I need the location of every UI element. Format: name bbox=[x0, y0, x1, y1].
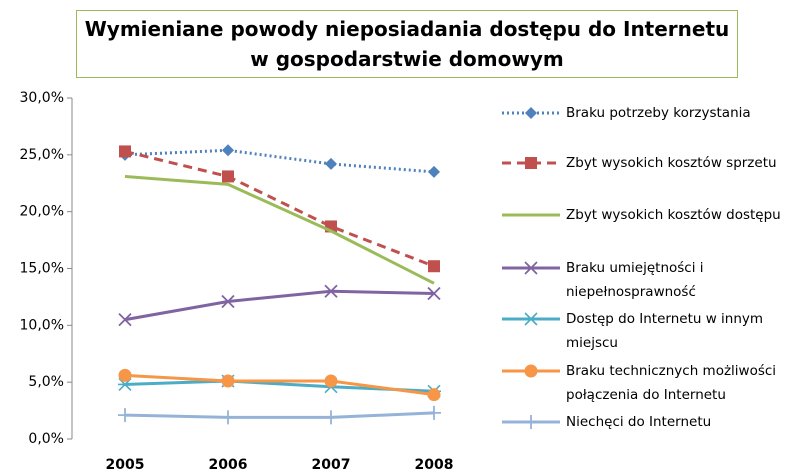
marker bbox=[427, 388, 441, 402]
marker bbox=[118, 368, 132, 382]
marker bbox=[222, 144, 234, 157]
legend-label: Braku umiejętności i niepełnosprawność bbox=[566, 260, 704, 300]
marker bbox=[221, 410, 235, 425]
y-tick-label: 10,0% bbox=[20, 317, 64, 333]
marker bbox=[221, 374, 235, 388]
series-line bbox=[124, 148, 435, 174]
chart-title: Wymieniane powody nieposiadania dostępu … bbox=[76, 10, 738, 78]
x-tick-label: 2007 bbox=[312, 457, 351, 473]
y-tick-label: 5,0% bbox=[28, 374, 64, 390]
legend-marker bbox=[524, 415, 538, 429]
legend-label: Zbyt wysokich kosztów dostępu bbox=[566, 207, 781, 223]
legend-marker bbox=[524, 261, 538, 275]
x-tick-label: 2008 bbox=[415, 457, 454, 473]
legend-label: Niechęci do Internetu bbox=[566, 414, 712, 430]
y-tick-label: 30,0% bbox=[20, 90, 64, 106]
marker bbox=[118, 313, 132, 327]
y-tick-label: 20,0% bbox=[20, 204, 64, 220]
marker bbox=[428, 165, 440, 178]
marker bbox=[324, 410, 338, 425]
series-line bbox=[124, 411, 435, 419]
marker bbox=[427, 286, 441, 301]
marker bbox=[118, 408, 132, 423]
series-line bbox=[124, 174, 435, 285]
marker bbox=[324, 284, 338, 298]
y-tick-label: 25,0% bbox=[20, 147, 64, 163]
y-tick-label: 0,0% bbox=[28, 431, 64, 447]
legend-label: Zbyt wysokich kosztów sprzetu bbox=[566, 155, 777, 171]
marker bbox=[427, 405, 441, 420]
legend-label: Braku technicznych możliwości połączenia… bbox=[566, 363, 777, 403]
series-line bbox=[124, 289, 435, 322]
legend-marker bbox=[525, 107, 537, 119]
marker bbox=[325, 157, 337, 170]
marker bbox=[221, 294, 235, 309]
legend-marker bbox=[525, 157, 537, 169]
y-tick-label: 15,0% bbox=[20, 261, 64, 277]
x-tick-label: 2005 bbox=[106, 457, 145, 473]
legend-marker bbox=[524, 312, 538, 326]
marker bbox=[324, 374, 338, 388]
series-line bbox=[124, 373, 435, 397]
legend-label: Braku potrzeby korzystania bbox=[566, 105, 751, 121]
marker bbox=[119, 145, 131, 158]
x-tick-label: 2006 bbox=[209, 457, 248, 473]
legend-label: Dostęp do Internetu w innym miejscu bbox=[566, 311, 764, 351]
marker bbox=[222, 170, 234, 183]
series-line bbox=[124, 149, 435, 268]
legend-marker bbox=[524, 364, 538, 378]
marker bbox=[428, 260, 440, 273]
